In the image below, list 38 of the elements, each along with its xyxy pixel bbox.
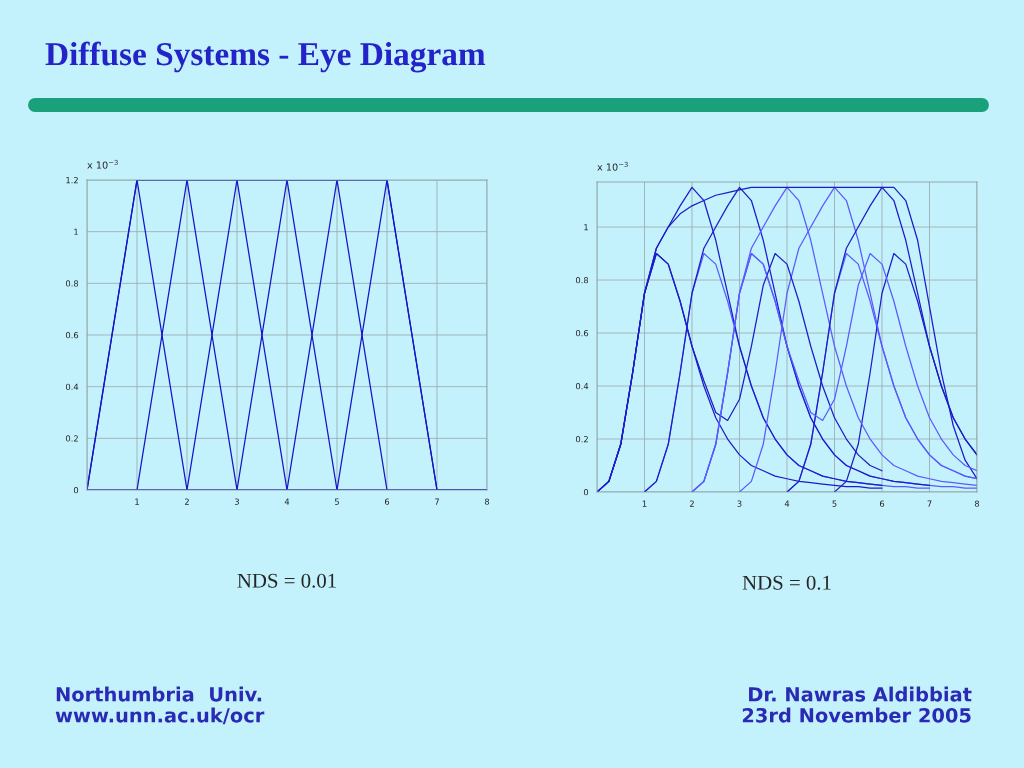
y-tick-label: 1 xyxy=(74,228,78,235)
x-axis-title: NDS = 0.01 xyxy=(237,573,336,588)
y-tick-label: 0 xyxy=(583,488,589,496)
text: Dr. Nawras Aldibbiat xyxy=(749,686,972,702)
x-tick-label: 2 xyxy=(184,498,189,505)
y-tick-label: 0 xyxy=(73,486,79,494)
y-tick-label: 0.6 xyxy=(65,331,79,339)
x-tick-label: 4 xyxy=(284,498,290,505)
x-tick-label: 2 xyxy=(689,500,694,507)
x-tick-label: 7 xyxy=(435,498,439,505)
y-tick-label: 1 xyxy=(584,224,588,231)
x-tick-label: 7 xyxy=(927,500,932,507)
y-tick-label: 0.2 xyxy=(575,435,588,443)
x-tick-label: 3 xyxy=(737,500,742,507)
text: 23rd November 2005 xyxy=(742,707,971,723)
chart-title: Diffuse Systems - Eye Diagram xyxy=(45,41,486,73)
text: Northumbria Univ. xyxy=(56,686,262,702)
x-tick-label: 5 xyxy=(832,500,837,507)
x-tick-label: 6 xyxy=(879,500,885,507)
y-tick-label: 0.4 xyxy=(575,383,589,390)
y-tick-label: 0.8 xyxy=(575,277,589,284)
x-tick-label: 4 xyxy=(784,500,790,507)
y-tick-label: 0.6 xyxy=(575,330,589,337)
y-tick-label: 0.4 xyxy=(65,383,79,390)
x-tick-label: 8 xyxy=(484,498,490,505)
text: www.unn.ac.uk/ocr xyxy=(55,707,265,725)
x-axis-title: NDS = 0.1 xyxy=(742,575,831,590)
text: x 10$^{−3}$ xyxy=(87,159,118,169)
y-tick-label: 0.8 xyxy=(65,280,79,287)
text: x 10$^{−3}$ xyxy=(597,161,628,171)
x-tick-label: 6 xyxy=(384,498,390,505)
x-tick-label: 3 xyxy=(234,498,239,505)
y-tick-label: 0.2 xyxy=(65,435,78,442)
x-tick-label: 1 xyxy=(135,498,139,505)
y-tick-label: 1.2 xyxy=(66,176,78,184)
x-tick-label: 5 xyxy=(334,498,339,505)
x-tick-label: 1 xyxy=(642,500,647,507)
x-tick-label: 8 xyxy=(974,500,980,507)
